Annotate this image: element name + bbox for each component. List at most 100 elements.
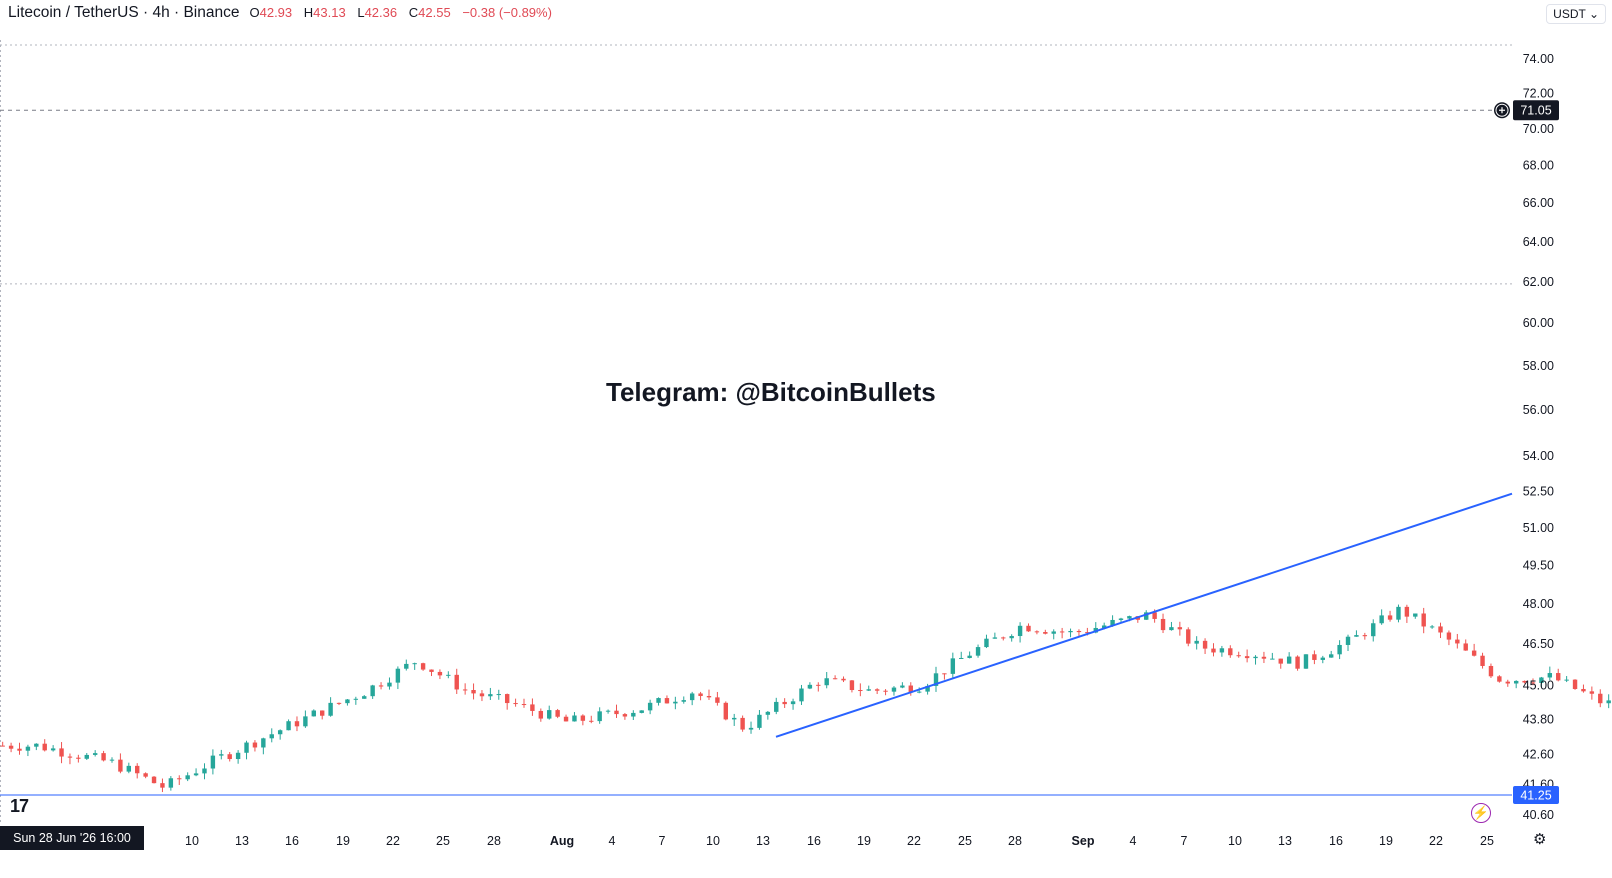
candle-body [1329,654,1334,658]
candle-body [202,768,207,774]
candle-body [530,704,535,711]
tradingview-logo[interactable]: 17 [10,796,29,816]
close-value: 42.55 [418,5,451,20]
candle-body [874,689,880,691]
candle-body [1429,626,1435,628]
price-tick-label: 74.00 [1523,52,1554,66]
candle-body [219,754,224,756]
candle-body [1085,632,1090,634]
candle-body [1337,644,1342,655]
time-tick-label: 22 [1429,834,1443,848]
time-tick-label: 4 [1130,834,1137,848]
price-tick-label: 68.00 [1523,158,1554,172]
candle-body [1413,613,1418,617]
candle-body [1169,627,1174,631]
candle-body [84,754,89,759]
time-tick-label: 10 [706,834,720,848]
candle-body [1303,654,1309,669]
time-axis[interactable]: 10 13 16 19 22 25 28 Aug 4 7 10 13 16 19 22 25 28 Sep 4 7 10… [185,834,1494,848]
candle-body [631,712,636,717]
candle-body [563,716,569,722]
candle-body [378,685,384,687]
watermark-text: Telegram: @BitcoinBullets [606,377,936,407]
price-tick-label: 54.00 [1523,449,1554,463]
price-tick-label: 46.50 [1523,637,1554,651]
candle-body [1379,615,1384,624]
time-tick-label: 25 [436,834,450,848]
ohlc-values: O42.93 H43.13 L42.36 C42.55 −0.38 (−0.89… [249,5,559,20]
time-tick-label: 19 [1379,834,1393,848]
candle-body [303,716,308,727]
candle-body [1051,631,1056,634]
candle-body [118,759,123,772]
candle-body [370,685,375,697]
candle-body [1362,635,1368,637]
time-tick-label: 28 [1008,834,1022,848]
symbol-title[interactable]: Litecoin / TetherUS · 4h · Binance [8,4,240,21]
gear-icon[interactable]: ⚙ [1533,831,1547,848]
candle-body [589,720,594,722]
candle-body [1556,673,1561,681]
candle-body [446,674,451,676]
candle-body [984,638,989,648]
candle-body [1387,615,1393,620]
candle-body [883,690,888,692]
candle-body [135,765,140,774]
candle-body [1043,632,1048,634]
candle-body [807,684,813,689]
trendline[interactable] [775,492,1513,738]
candle-body [336,702,342,704]
candle-body [429,669,434,672]
candle-body [757,714,762,728]
chart-grid [0,40,1512,822]
price-axis[interactable]: 74.00 72.00 70.00 68.00 66.00 64.00 62.00 60.00… [1523,52,1554,822]
candle-body [832,678,838,680]
time-tick-label: 16 [807,834,821,848]
candle-body [1480,655,1485,666]
candle-body [656,698,661,703]
candle-body [572,715,577,722]
candle-body [765,711,771,715]
candle-body [1118,618,1124,620]
price-tick-label: 48.00 [1523,597,1554,611]
candle-body [1513,680,1519,684]
candle-body [1404,606,1410,617]
candle-body [824,678,829,686]
candle-body [555,710,560,717]
price-tick-label: 60.00 [1523,316,1554,330]
price-tick-label: 40.60 [1523,808,1554,822]
candle-body [1127,616,1132,619]
price-tick-label: 72.00 [1523,87,1554,101]
candle-body [689,693,695,701]
candle-body [294,721,300,727]
candle-body [25,746,31,751]
candle-body [975,647,981,656]
candle-body [185,775,190,780]
candle-body [1017,625,1023,637]
time-tick-label: 13 [756,834,770,848]
candle-body [1354,635,1359,637]
candle-body [320,710,325,716]
price-tick-label: 52.50 [1523,484,1554,498]
candle-body [151,776,157,784]
symbol-header: Litecoin / TetherUS · 4h · Binance O42.9… [8,4,560,24]
candle-body [1320,657,1325,660]
candle-body [311,710,316,717]
candle-body [92,753,98,755]
candle-body [462,689,468,691]
candle-body [1009,636,1014,639]
candle-body [345,699,350,704]
candle-body [933,673,939,686]
candle-body [1598,693,1603,704]
candle-body [681,700,686,702]
time-tick-label: 7 [659,834,666,848]
candle-body [1194,640,1199,644]
currency-selector[interactable]: USDT ⌄ [1546,4,1606,24]
candle-body [1177,627,1183,630]
price-tags: 71.05 41.25 [1494,100,1559,804]
lightning-icon[interactable]: ⚡ [1471,803,1491,823]
candle-body [395,668,401,683]
candle-body [967,655,972,658]
candle-body [269,734,274,739]
